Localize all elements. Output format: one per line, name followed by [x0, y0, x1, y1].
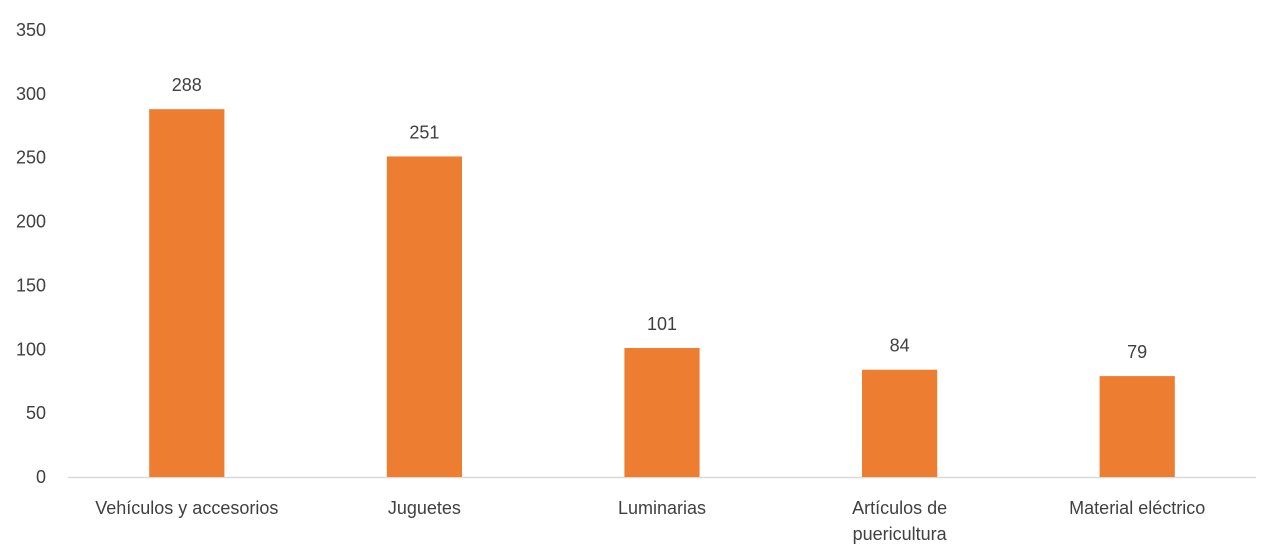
bars-group	[149, 109, 1175, 478]
bar-value-label: 84	[890, 336, 910, 356]
y-tick-label: 250	[16, 148, 46, 168]
x-category-label: Material eléctrico	[1069, 498, 1205, 518]
bar	[1099, 376, 1175, 477]
y-tick-label: 50	[26, 403, 46, 423]
y-tick-label: 300	[16, 84, 46, 104]
y-tick-label: 100	[16, 339, 46, 359]
bar	[386, 156, 463, 478]
bar-value-label: 79	[1127, 342, 1147, 362]
category-labels-group: Vehículos y accesorios Juguetes Luminarias…	[95, 498, 1205, 544]
x-category-label: Vehículos y accesorios	[95, 498, 278, 518]
y-tick-label: 350	[16, 20, 46, 40]
x-category-label: Luminarias	[618, 498, 706, 518]
bar-value-label: 251	[409, 122, 439, 142]
bar	[624, 348, 700, 477]
y-axis-ticks: 0 50 100 150 200 250 300 350	[16, 20, 46, 487]
x-category-label: Juguetes	[388, 498, 461, 518]
bar-value-label: 101	[647, 314, 677, 334]
bar	[861, 369, 938, 477]
bar	[149, 109, 225, 477]
bar-value-label: 288	[172, 75, 202, 95]
y-tick-label: 0	[36, 467, 46, 487]
data-labels-group: 288 251 101 84 79	[172, 75, 1147, 362]
y-tick-label: 150	[16, 275, 46, 295]
x-category-label: Artículos de puericultura	[852, 498, 948, 544]
y-tick-label: 200	[16, 212, 46, 232]
